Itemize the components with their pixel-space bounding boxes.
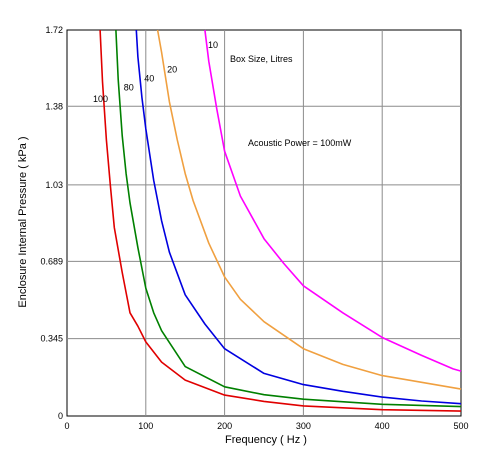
series-line-10-litres bbox=[204, 29, 462, 372]
x-axis-title: Frequency ( Hz ) bbox=[225, 434, 307, 446]
curve-label-40: 40 bbox=[144, 74, 154, 84]
y-tick-label: 0.345 bbox=[40, 334, 63, 344]
curve-label-10: 10 bbox=[208, 40, 218, 50]
x-tick-label: 0 bbox=[64, 421, 69, 431]
curve-labels: 100 80 40 20 10 bbox=[93, 40, 218, 104]
x-tick-label: 300 bbox=[296, 421, 311, 431]
x-tick-label: 200 bbox=[217, 421, 232, 431]
x-tick-label: 500 bbox=[453, 421, 468, 431]
y-tick-label: 1.03 bbox=[45, 180, 63, 190]
series-line-40-litres bbox=[135, 29, 462, 405]
curves bbox=[99, 29, 462, 412]
curve-label-80: 80 bbox=[124, 83, 134, 93]
x-tick-label: 400 bbox=[375, 421, 390, 431]
series-line-80-litres bbox=[115, 29, 462, 408]
x-tick-label: 100 bbox=[138, 421, 153, 431]
tick-labels: 0 100 200 300 400 500 0 0.345 0.689 1.03 1.38 1.72 bbox=[40, 25, 468, 431]
y-tick-label: 0.689 bbox=[40, 256, 63, 266]
series-line-100-litres bbox=[99, 29, 462, 412]
acoustic-power-annotation: Acoustic Power = 100mW bbox=[248, 138, 352, 148]
curve-label-100: 100 bbox=[93, 94, 108, 104]
legend-title: Box Size, Litres bbox=[230, 54, 293, 64]
y-tick-label: 1.72 bbox=[45, 25, 63, 35]
series-line-20-litres bbox=[156, 29, 462, 390]
y-tick-label: 1.38 bbox=[45, 101, 63, 111]
y-axis-title: Enclosure Internal Pressure ( kPa ) bbox=[17, 136, 29, 307]
plot-area-frame bbox=[66, 29, 462, 417]
y-tick-label: 0 bbox=[58, 411, 63, 421]
gridlines bbox=[67, 30, 461, 416]
curve-label-20: 20 bbox=[167, 65, 177, 75]
